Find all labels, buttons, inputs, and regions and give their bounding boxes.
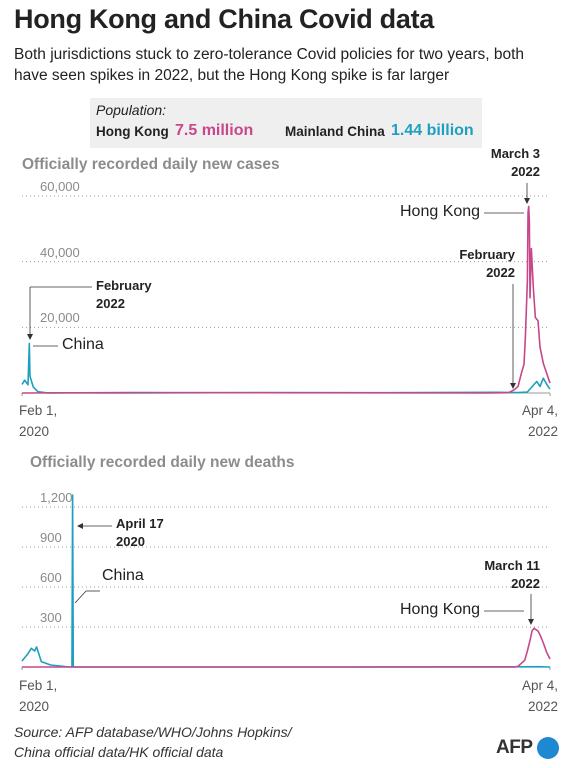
- annotation: China: [102, 567, 144, 584]
- chart-title: Officially recorded daily new deaths: [30, 454, 295, 471]
- chart-title: Officially recorded daily new cases: [22, 156, 280, 173]
- annotation-arrow: [27, 334, 33, 340]
- x-tick-label: Apr 4, 2022: [521, 403, 558, 439]
- y-tick-label: 40,000: [40, 244, 80, 260]
- annotation-arrow: [524, 198, 530, 204]
- x-tick-label: Apr 4, 2022: [521, 678, 558, 714]
- annotation-arrow: [77, 523, 83, 529]
- population-name: Mainland China: [285, 124, 385, 139]
- y-tick-label: 900: [40, 530, 62, 545]
- y-tick-label: 300: [40, 610, 62, 625]
- title: Hong Kong and China Covid data: [14, 4, 434, 34]
- source: Source: AFP database/WHO/Johns Hopkins/ …: [14, 724, 292, 760]
- annotation-line: [74, 590, 87, 604]
- y-tick-label: 600: [40, 570, 62, 585]
- annotation: Hong Kong: [400, 203, 481, 220]
- population-name: Hong Kong: [96, 124, 169, 139]
- y-tick-label: 1,200: [40, 490, 73, 505]
- annotation: March 11 2022: [484, 558, 540, 591]
- y-tick-label: 60,000: [40, 179, 80, 194]
- logo-mark: [537, 737, 559, 759]
- annotation: China: [62, 336, 104, 353]
- subtitle: Both jurisdictions stuck to zero-toleran…: [14, 46, 525, 84]
- annotation: February 2022: [96, 278, 152, 311]
- x-tick-label: Feb 1, 2020: [19, 678, 58, 714]
- series-line: [21, 205, 551, 394]
- annotation-arrow: [528, 619, 534, 625]
- annotation: Hong Kong: [400, 601, 481, 618]
- population-label: Population:: [96, 102, 167, 118]
- logo-text: AFP: [496, 737, 533, 758]
- annotation: April 17 2020: [116, 516, 164, 549]
- series-line: [22, 627, 551, 668]
- population-value: 1.44 billion: [391, 122, 474, 139]
- annotation: February 2022: [459, 247, 515, 280]
- y-tick-label: 20,000: [40, 310, 80, 326]
- x-tick-label: Feb 1, 2020: [19, 403, 58, 439]
- annotation-arrow: [510, 383, 516, 389]
- population-box: [90, 98, 482, 148]
- annotation: March 3 2022: [490, 146, 540, 179]
- population-value: 7.5 million: [175, 122, 254, 139]
